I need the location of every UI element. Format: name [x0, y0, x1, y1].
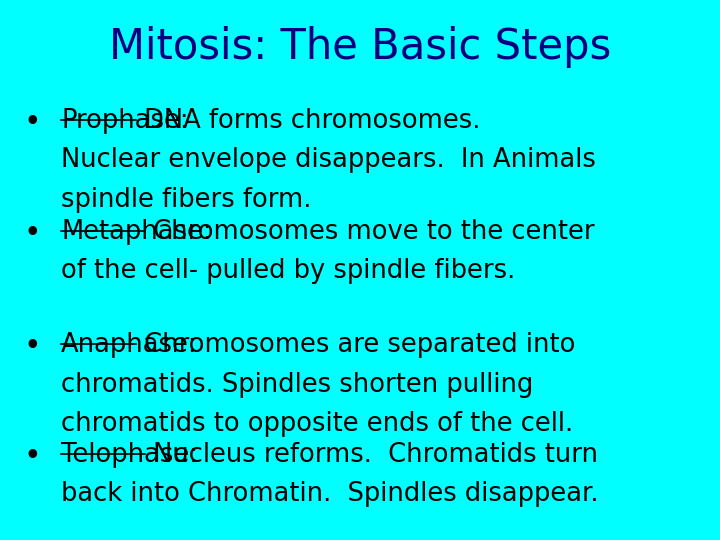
Text: •: •	[24, 442, 41, 471]
Text: Anaphase:: Anaphase:	[61, 332, 198, 358]
Text: •: •	[24, 219, 41, 248]
Text: Telophase:: Telophase:	[61, 442, 198, 468]
Text: Chromosomes are separated into: Chromosomes are separated into	[136, 332, 576, 358]
Text: spindle fibers form.: spindle fibers form.	[61, 187, 312, 213]
Text: chromatids. Spindles shorten pulling: chromatids. Spindles shorten pulling	[61, 372, 534, 397]
Text: Mitosis: The Basic Steps: Mitosis: The Basic Steps	[109, 26, 611, 68]
Text: DNA forms chromosomes.: DNA forms chromosomes.	[136, 108, 481, 134]
Text: •: •	[24, 108, 41, 137]
Text: of the cell- pulled by spindle fibers.: of the cell- pulled by spindle fibers.	[61, 258, 516, 284]
FancyBboxPatch shape	[72, 16, 662, 78]
Text: Nuclear envelope disappears.  In Animals: Nuclear envelope disappears. In Animals	[61, 147, 596, 173]
Text: chromatids to opposite ends of the cell.: chromatids to opposite ends of the cell.	[61, 411, 573, 437]
Text: Prophase:: Prophase:	[61, 108, 189, 134]
Text: Metaphase:: Metaphase:	[61, 219, 212, 245]
Text: •: •	[24, 332, 41, 361]
Text: Chromosomes move to the center: Chromosomes move to the center	[145, 219, 594, 245]
Text: Nucleus reforms.  Chromatids turn: Nucleus reforms. Chromatids turn	[145, 442, 598, 468]
Text: back into Chromatin.  Spindles disappear.: back into Chromatin. Spindles disappear.	[61, 481, 599, 507]
